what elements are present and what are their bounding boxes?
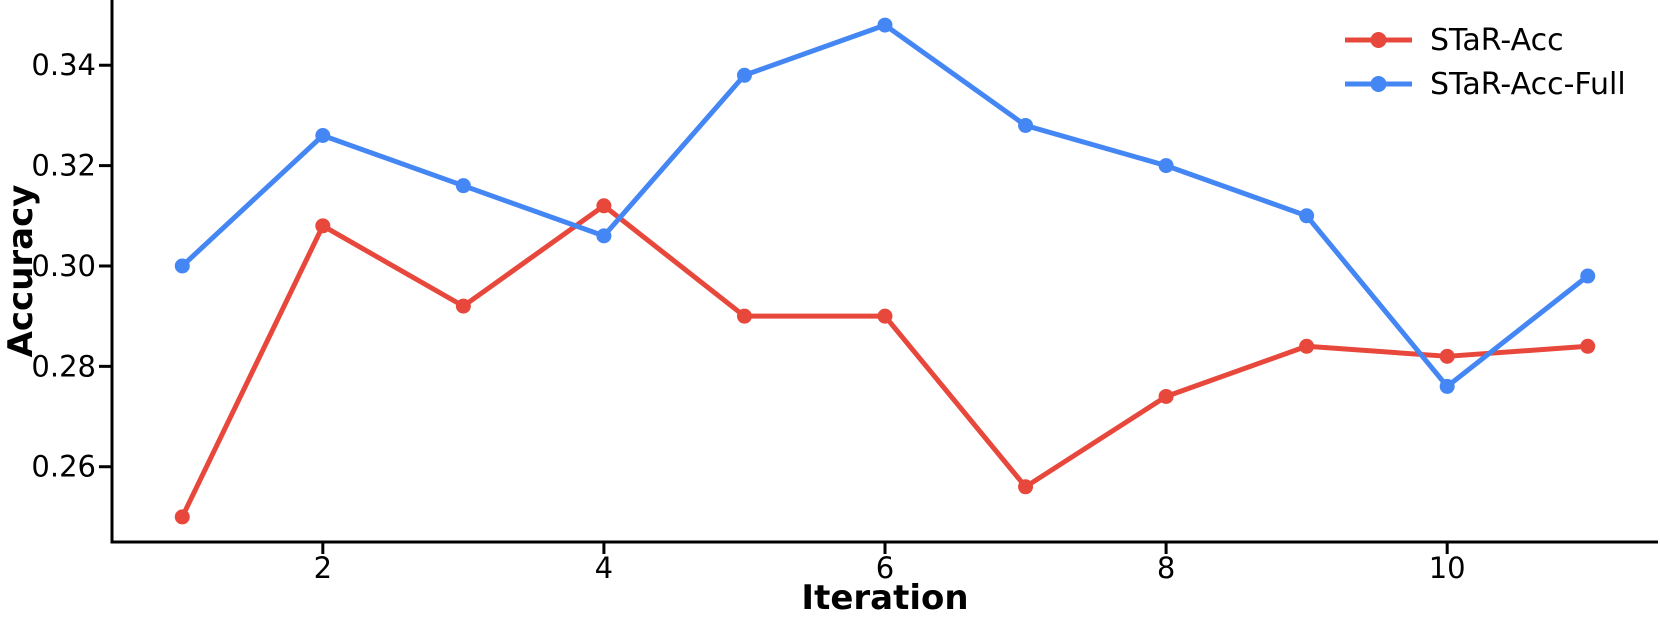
legend-marker-swatch (1370, 32, 1387, 48)
legend-marker-swatch (1370, 76, 1387, 92)
y-axis-label: Accuracy (1, 185, 41, 358)
series-marker-STaR-Acc (596, 198, 612, 214)
series-marker-STaR-Acc-Full (1158, 158, 1174, 174)
legend: STaR-Acc STaR-Acc-Full (1345, 23, 1626, 102)
series-marker-STaR-Acc-Full (1018, 117, 1034, 133)
series-marker-STaR-Acc (174, 509, 190, 525)
series-marker-STaR-Acc-Full (736, 67, 752, 83)
series-line-STaR-Acc (179, 203, 1591, 520)
x-tick-label: 4 (595, 551, 613, 585)
series-marker-STaR-Acc-Full (596, 228, 612, 244)
series-marker-STaR-Acc (1299, 338, 1315, 354)
series-marker-STaR-Acc (736, 308, 752, 324)
series-marker-STaR-Acc (1158, 388, 1174, 404)
legend-item-STaR-Acc-Full: STaR-Acc-Full (1345, 67, 1626, 102)
legend-item-STaR-Acc: STaR-Acc (1345, 23, 1564, 58)
series-marker-STaR-Acc (1018, 479, 1034, 495)
series-marker-STaR-Acc (1580, 338, 1596, 354)
y-tick-label: 0.26 (31, 450, 96, 484)
x-tick-label: 8 (1157, 551, 1175, 585)
series-marker-STaR-Acc-Full (877, 17, 893, 33)
series-marker-STaR-Acc (315, 218, 331, 234)
legend-label: STaR-Acc (1430, 23, 1564, 58)
y-tick-label: 0.34 (31, 48, 96, 82)
y-tick-label: 0.30 (31, 249, 96, 283)
series-marker-STaR-Acc-Full (1299, 208, 1315, 224)
x-tick-label: 2 (314, 551, 332, 585)
x-axis-label: Iteration (801, 578, 968, 618)
series-marker-STaR-Acc-Full (174, 258, 190, 274)
series-marker-STaR-Acc-Full (455, 178, 471, 194)
y-tick-label: 0.32 (31, 149, 96, 183)
x-tick-label: 6 (876, 551, 894, 585)
y-tick-label: 0.28 (31, 349, 96, 383)
series-marker-STaR-Acc (455, 298, 471, 314)
series-marker-STaR-Acc (1439, 348, 1455, 364)
series-marker-STaR-Acc (877, 308, 893, 324)
series-marker-STaR-Acc-Full (1580, 268, 1596, 284)
series-marker-STaR-Acc-Full (315, 128, 331, 143)
series-marker-STaR-Acc-Full (1439, 378, 1455, 394)
x-tick-label: 10 (1429, 551, 1466, 585)
legend-label: STaR-Acc-Full (1430, 67, 1626, 102)
